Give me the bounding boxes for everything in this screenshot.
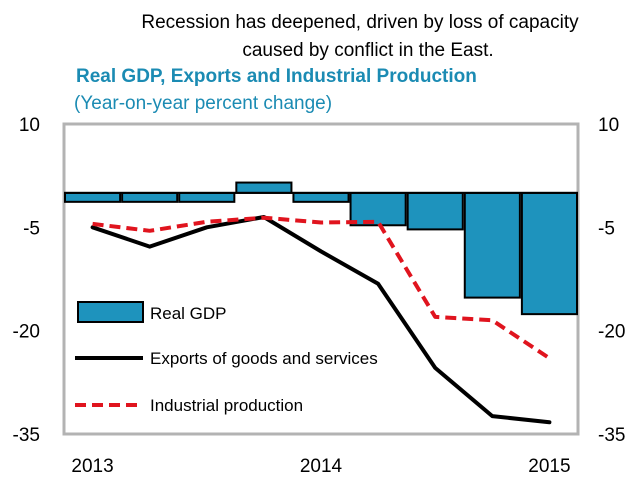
gdp-bar [406, 191, 464, 231]
chart-subtitle: (Year-on-year percent change) [74, 93, 332, 114]
gdp-bar [235, 181, 293, 194]
exports-line [90, 215, 552, 425]
x-axis: 2013 2014 2015 [71, 456, 570, 477]
y-tick-label-right: 10 [598, 115, 619, 136]
y-tick-label-left: -35 [13, 425, 40, 446]
legend-label: Real GDP [150, 304, 227, 323]
legend-label: Industrial production [150, 396, 303, 415]
x-tick-label: 2015 [528, 456, 570, 477]
gdp-bar [292, 191, 350, 203]
y-tick-label-left: -20 [13, 322, 40, 343]
x-tick-label: 2013 [71, 456, 113, 477]
y-tick-label-right: -5 [598, 218, 615, 239]
legend-label: Exports of goods and services [150, 349, 378, 368]
gdp-bar [64, 191, 122, 203]
legend: Real GDP Exports of goods and services Ind… [75, 301, 378, 415]
y-axis-left: 10 -5 -20 -35 [13, 115, 40, 446]
x-tick-label: 2014 [300, 456, 343, 477]
y-tick-label-left: -5 [23, 218, 40, 239]
y-tick-label-right: -35 [598, 425, 625, 446]
legend-swatch-gdp [77, 301, 144, 323]
caption-line-1: Recession has deepened, driven by loss o… [141, 12, 579, 33]
y-tick-label-left: 10 [19, 115, 40, 136]
y-tick-label-right: -20 [598, 322, 625, 343]
gdp-bar [463, 191, 521, 299]
gdp-bar [121, 191, 179, 203]
gdp-bar [520, 191, 579, 316]
y-axis-right: 10 -5 -20 -35 [598, 115, 625, 446]
gdp-bar [178, 191, 236, 203]
plot-area [62, 122, 580, 436]
industrial-line [92, 215, 551, 360]
caption-line-2: caused by conflict in the East. [242, 40, 493, 61]
chart-title: Real GDP, Exports and Industrial Product… [76, 66, 477, 87]
gdp-bar [349, 191, 407, 227]
